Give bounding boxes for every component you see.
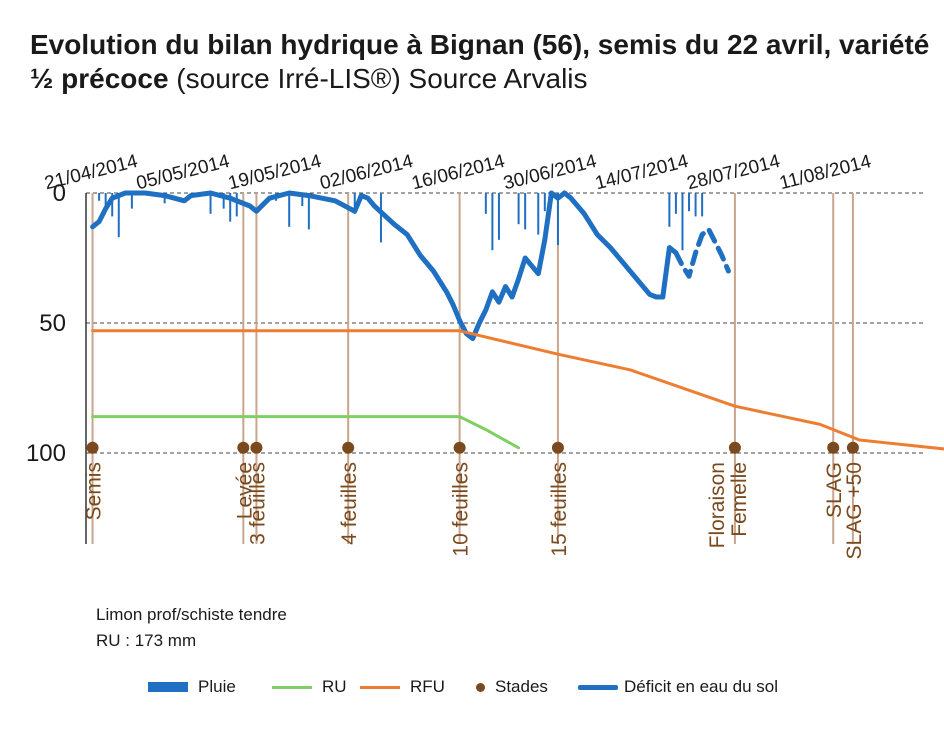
stage-label: 15 feuilles — [548, 462, 571, 557]
series-line — [91, 415, 521, 450]
legend-swatch-pluie — [148, 682, 188, 692]
x-date-tick-label: 14/07/2014 — [593, 151, 691, 194]
series-line — [90, 190, 679, 342]
legend-label-rfu: RFU — [410, 677, 445, 696]
x-date-tick-label: 30/06/2014 — [501, 151, 599, 194]
stage-label: 10 feuilles — [450, 462, 473, 557]
x-date-tick-label: 28/07/2014 — [685, 151, 783, 194]
legend-label-ru: RU — [322, 677, 347, 696]
chart-title-main: Evolution du bilan hydrique à Bignan (56… — [30, 29, 930, 94]
x-date-tick-label: 19/05/2014 — [226, 151, 324, 194]
legend-item-pluie: Pluie — [148, 672, 236, 702]
stage-label: Femelle — [728, 462, 751, 537]
legend-swatch-stades — [476, 682, 485, 692]
stage-dot — [846, 441, 859, 454]
chart-title-source: (source Irré-LIS®) Source Arvalis — [168, 63, 588, 94]
legend-swatch-deficit — [578, 684, 618, 690]
x-date-tick-label: 11/08/2014 — [777, 151, 873, 194]
y-tick-label: 0 — [53, 180, 66, 207]
stage-label: 4 feuilles — [338, 462, 361, 545]
legend-label-pluie: Pluie — [198, 677, 236, 696]
legend-swatch-rfu — [360, 685, 400, 689]
y-tick-label: 100 — [26, 440, 66, 467]
legend-item-stades: Stades — [472, 672, 548, 702]
soil-info: Limon prof/schiste tendre RU : 173 mm — [96, 602, 287, 654]
legend-item-rfu: RFU — [360, 672, 445, 702]
stage-dot — [86, 441, 99, 454]
stage-label: 3 feuilles — [246, 462, 269, 545]
series-line — [673, 226, 731, 279]
stage-label: Floraison — [706, 462, 729, 548]
y-tick-label: 50 — [39, 310, 66, 337]
chart-title: Evolution du bilan hydrique à Bignan (56… — [30, 28, 930, 96]
legend-item-ru: RU — [272, 672, 347, 702]
stage-dot — [827, 441, 840, 454]
stage-dot — [728, 441, 741, 454]
stage-dot — [453, 441, 466, 454]
x-date-tick-label: 21/04/2014 — [43, 151, 141, 194]
stage-dot — [237, 441, 250, 454]
soil-ru: RU : 173 mm — [96, 631, 197, 650]
legend-label-stades: Stades — [495, 677, 548, 696]
x-date-tick-label: 05/05/2014 — [134, 151, 232, 194]
stage-label: SLAG +50 — [843, 462, 866, 559]
soil-type: Limon prof/schiste tendre — [96, 605, 287, 624]
stage-label: SLAG — [823, 462, 846, 518]
x-date-tick-label: 02/06/2014 — [318, 151, 416, 194]
legend-label-deficit: Déficit en eau du sol — [624, 677, 779, 696]
stage-dot — [250, 441, 263, 454]
legend-swatch-ru — [272, 685, 312, 689]
series-line — [91, 329, 944, 451]
stage-label: Levée — [233, 462, 256, 519]
stage-dot — [342, 441, 355, 454]
legend-item-deficit: Déficit en eau du sol — [578, 672, 778, 702]
x-date-tick-label: 16/06/2014 — [410, 151, 508, 194]
stage-label: Semis — [83, 462, 106, 520]
stage-dot — [551, 441, 564, 454]
legend: Pluie RU RFU Stades Déficit en eau du so… — [0, 672, 944, 702]
